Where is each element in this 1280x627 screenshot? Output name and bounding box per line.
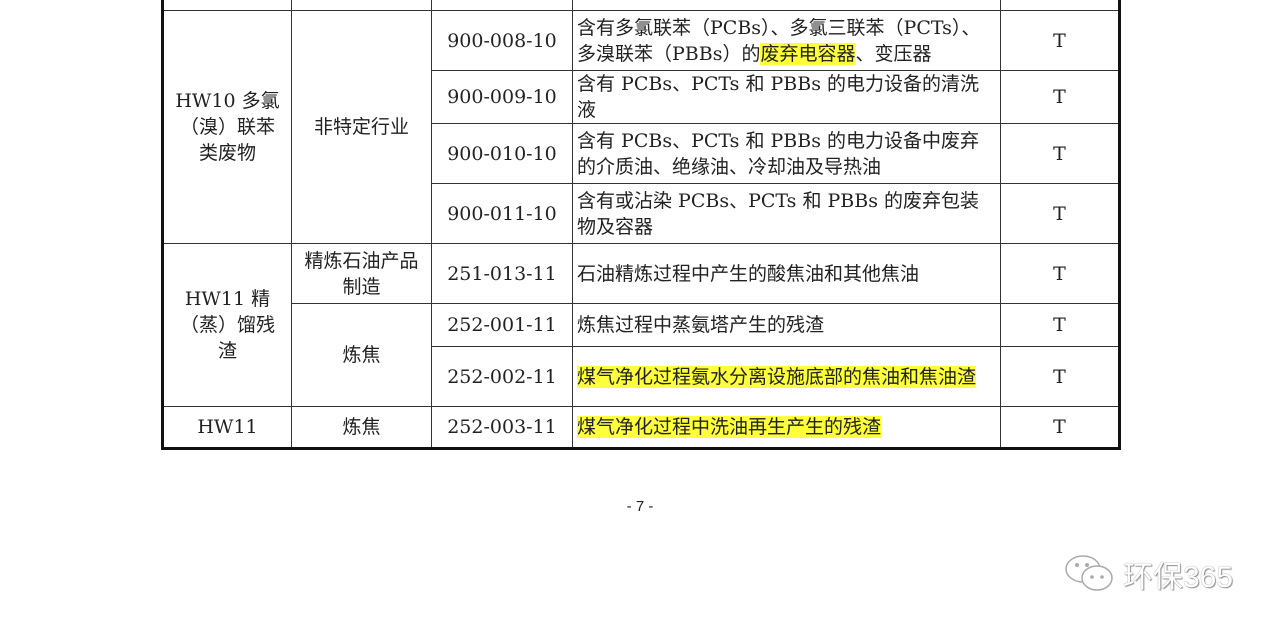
waste-category: HW11 精（蒸）馏残渣 [162, 243, 292, 407]
industry: 炼焦 [291, 303, 432, 407]
waste-description: 煤气净化过程氨水分离设施底部的焦油和焦油渣 [572, 346, 1001, 407]
waste-description: 含有 PCBs、PCTs 和 PBBs 的电力设备中废弃的介质油、绝缘油、冷却油… [572, 123, 1001, 184]
waste-description: 含有或沾染 PCBs、PCTs 和 PBBs 的废弃包装物及容器 [572, 183, 1001, 244]
hazard-type: T [1000, 10, 1120, 71]
hazard-type: T [1000, 303, 1120, 347]
hazard-type: T [1000, 123, 1120, 184]
table-row: HW11 炼焦 252-003-11 煤气净化过程中洗油再生产生的残渣 T [162, 406, 1120, 449]
waste-code: 900-009-10 [431, 70, 573, 124]
page-number: - 7 - [626, 498, 654, 515]
waste-code: 252-002-11 [431, 346, 573, 407]
table-row [162, 0, 1120, 11]
waste-category: HW11 [162, 406, 292, 449]
industry: 炼焦 [291, 406, 432, 449]
waste-code: 252-003-11 [431, 406, 573, 449]
waste-description: 含有多氯联苯（PCBs）、多氯三联苯（PCTs）、多溴联苯（PBBs）的废弃电容… [572, 10, 1001, 71]
waste-code: 252-001-11 [431, 303, 573, 347]
hazard-type: T [1000, 346, 1120, 407]
waste-code: 251-013-11 [431, 243, 573, 304]
table-row: 900-009-10 含有 PCBs、PCTs 和 PBBs 的电力设备的清洗液… [163, 70, 1120, 124]
watermark-text: 环保365 [1123, 561, 1234, 594]
hazard-type: T [1000, 406, 1120, 449]
waste-code: 900-008-10 [431, 10, 573, 71]
table-row: 炼焦 252-001-11 炼焦过程中蒸氨塔产生的残渣 T [163, 303, 1120, 407]
watermark: 环保365 [1063, 552, 1233, 596]
waste-code: 900-011-10 [431, 183, 573, 244]
industry: 精炼石油产品制造 [291, 243, 432, 304]
waste-description: 炼焦过程中蒸氨塔产生的残渣 [572, 303, 1001, 347]
waste-description: 石油精炼过程中产生的酸焦油和其他焦油 [572, 243, 1001, 304]
table-row: 900-011-10 含有或沾染 PCBs、PCTs 和 PBBs 的废弃包装物… [163, 183, 1120, 244]
table-row: 252-002-11 煤气净化过程氨水分离设施底部的焦油和焦油渣 T [163, 346, 1120, 407]
industry: 非特定行业 [291, 10, 432, 244]
table-row: HW11 精（蒸）馏残渣 精炼石油产品制造 251-013-11 石油精炼过程中… [162, 243, 1120, 407]
hazard-type: T [1000, 183, 1120, 244]
waste-description: 煤气净化过程中洗油再生产生的残渣 [572, 406, 1001, 449]
waste-code: 900-010-10 [431, 123, 573, 184]
hazard-type: T [1000, 243, 1120, 304]
waste-category: HW10 多氯（溴）联苯类废物 [162, 10, 292, 244]
table-row: 900-010-10 含有 PCBs、PCTs 和 PBBs 的电力设备中废弃的… [163, 123, 1120, 184]
waste-description: 含有 PCBs、PCTs 和 PBBs 的电力设备的清洗液 [572, 70, 1001, 124]
hazard-type: T [1000, 70, 1120, 124]
wechat-icon [1065, 555, 1113, 591]
table-row: HW10 多氯（溴）联苯类废物 非特定行业 900-008-10 含有多氯联苯（… [162, 10, 1120, 244]
hazardous-waste-table: HW10 多氯（溴）联苯类废物 非特定行业 900-008-10 含有多氯联苯（… [161, 0, 1121, 450]
